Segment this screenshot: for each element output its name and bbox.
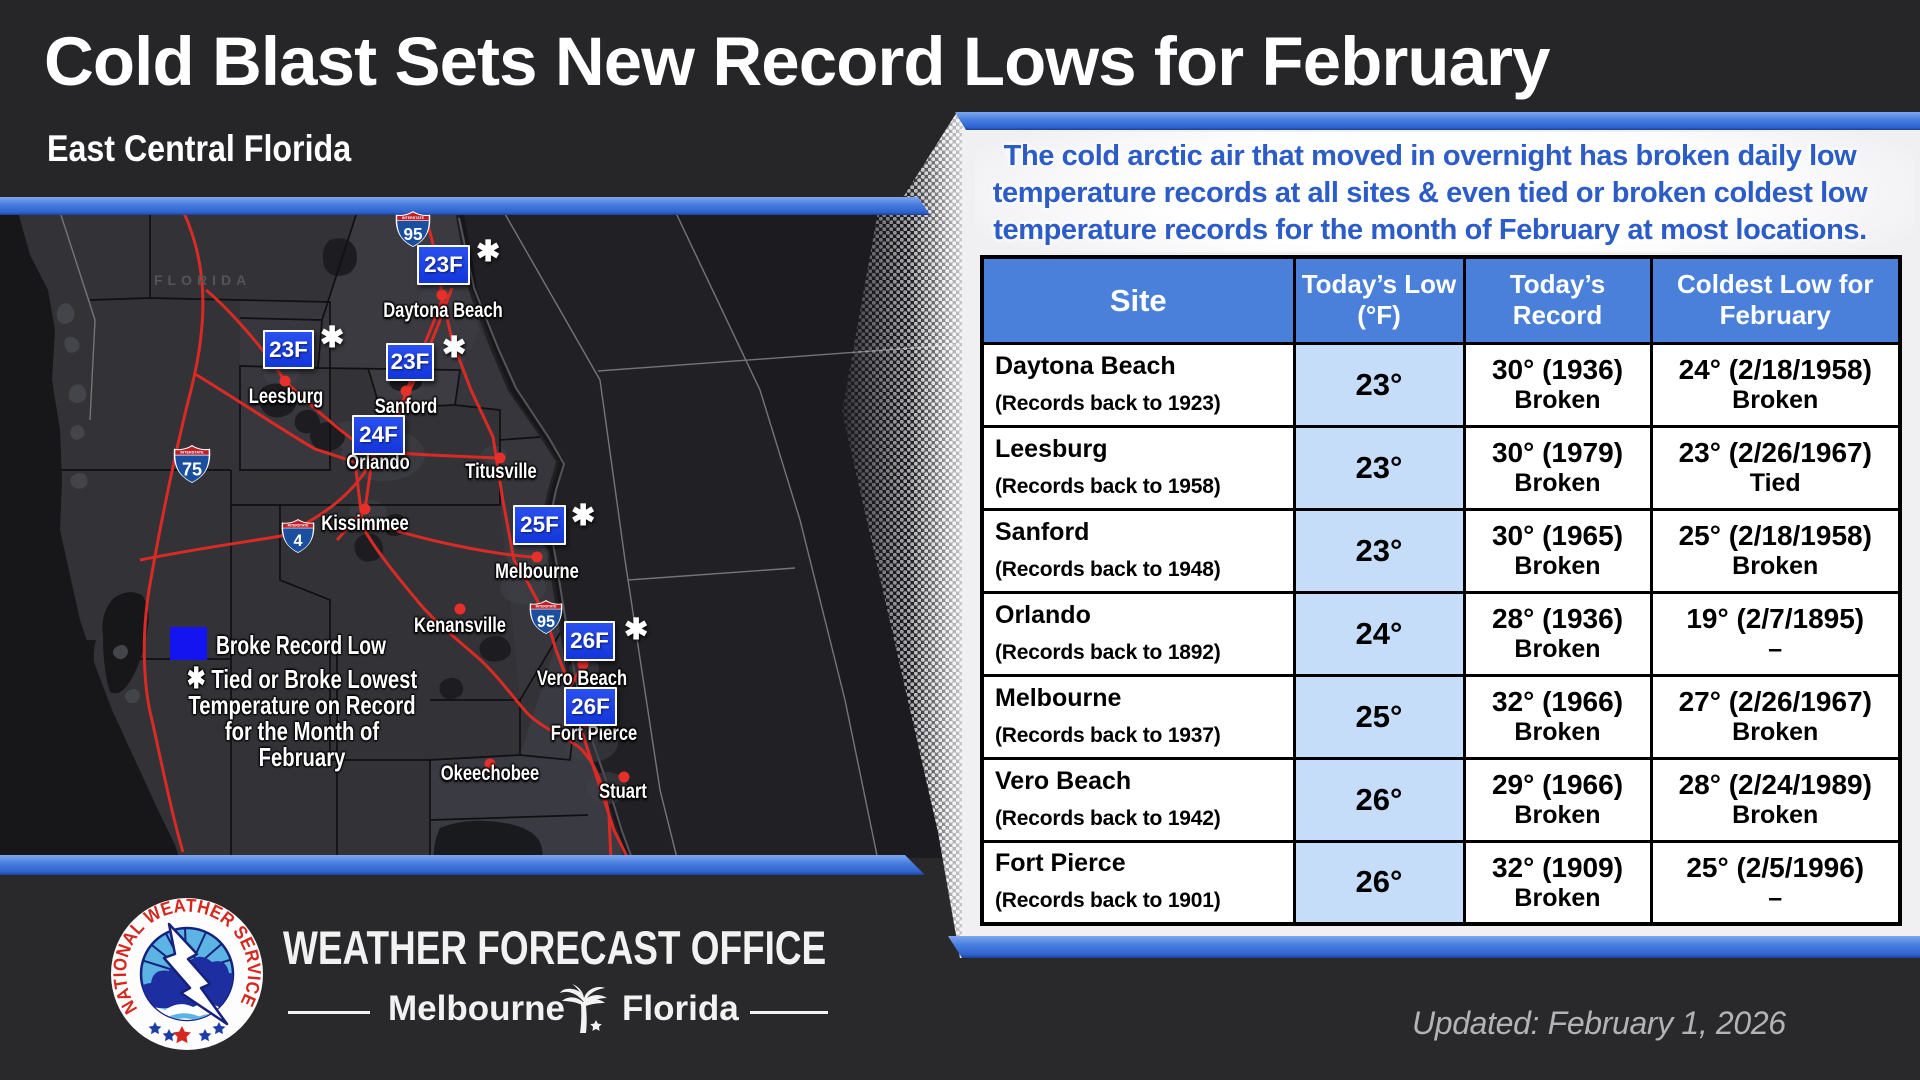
svg-text:95: 95 bbox=[403, 225, 423, 244]
svg-text:INTERSTATE: INTERSTATE bbox=[536, 604, 558, 608]
svg-text:95: 95 bbox=[537, 613, 555, 631]
svg-text:INTERSTATE: INTERSTATE bbox=[402, 216, 425, 220]
svg-text:75: 75 bbox=[182, 459, 202, 479]
svg-text:INTERSTATE: INTERSTATE bbox=[180, 450, 204, 454]
svg-text:FLORIDA: FLORIDA bbox=[154, 272, 251, 288]
svg-text:4: 4 bbox=[294, 532, 303, 550]
svg-text:INTERSTATE: INTERSTATE bbox=[288, 523, 310, 527]
